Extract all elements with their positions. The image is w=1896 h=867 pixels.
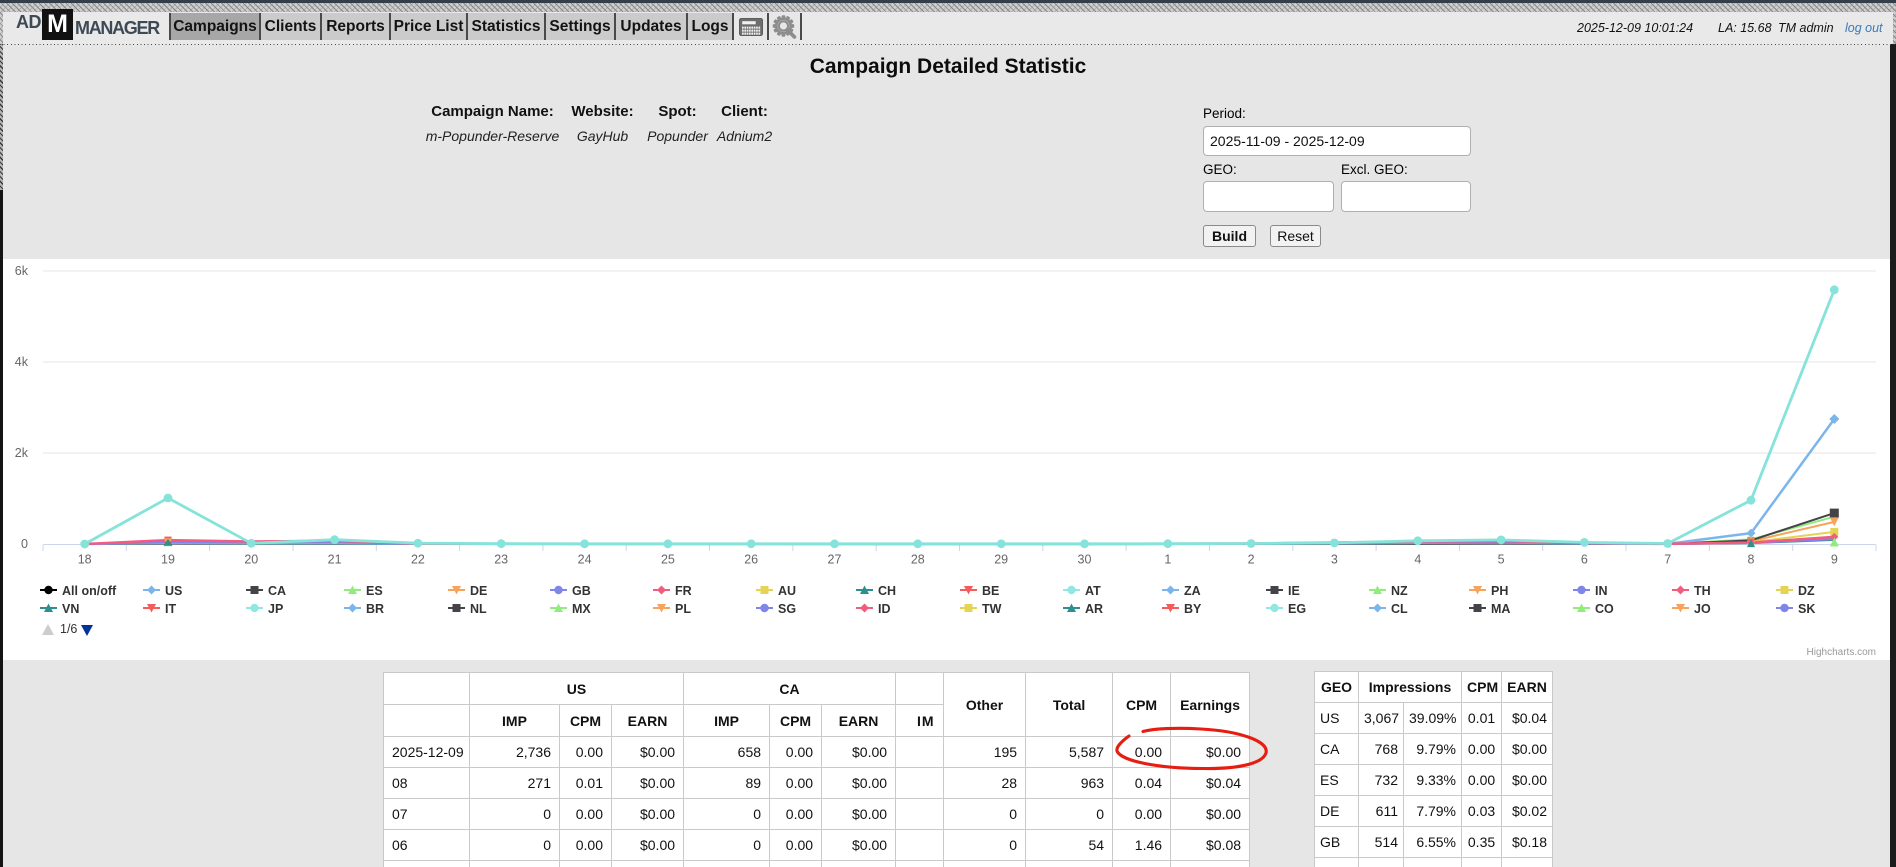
svg-text:20: 20 (244, 553, 258, 567)
svg-text:24: 24 (578, 553, 592, 567)
svg-text:3: 3 (1331, 553, 1338, 567)
svg-text:21: 21 (328, 553, 342, 567)
svg-text:2: 2 (1248, 553, 1255, 567)
svg-text:7: 7 (1664, 553, 1671, 567)
svg-text:19: 19 (161, 553, 175, 567)
svg-text:26: 26 (744, 553, 758, 567)
svg-text:1: 1 (1164, 553, 1171, 567)
svg-text:30: 30 (1078, 553, 1092, 567)
svg-text:25: 25 (661, 553, 675, 567)
svg-text:22: 22 (411, 553, 425, 567)
svg-text:29: 29 (994, 553, 1008, 567)
svg-text:6: 6 (1581, 553, 1588, 567)
svg-text:4k: 4k (15, 355, 29, 369)
svg-text:2k: 2k (15, 446, 29, 460)
svg-text:18: 18 (78, 553, 92, 567)
svg-text:4: 4 (1414, 553, 1421, 567)
svg-text:9: 9 (1831, 553, 1838, 567)
svg-text:0: 0 (21, 537, 28, 551)
svg-text:27: 27 (828, 553, 842, 567)
svg-text:28: 28 (911, 553, 925, 567)
svg-text:5: 5 (1498, 553, 1505, 567)
svg-text:23: 23 (494, 553, 508, 567)
svg-text:6k: 6k (15, 264, 29, 278)
svg-text:8: 8 (1748, 553, 1755, 567)
